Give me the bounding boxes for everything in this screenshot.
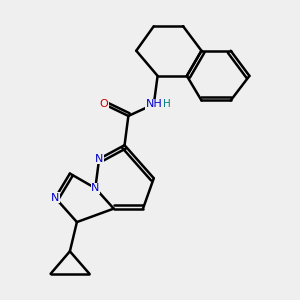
Text: O: O — [100, 99, 109, 109]
Text: NH: NH — [146, 99, 162, 109]
Text: N: N — [95, 154, 103, 164]
Text: H: H — [163, 99, 171, 109]
Text: N: N — [91, 183, 100, 193]
Text: N: N — [51, 193, 59, 203]
